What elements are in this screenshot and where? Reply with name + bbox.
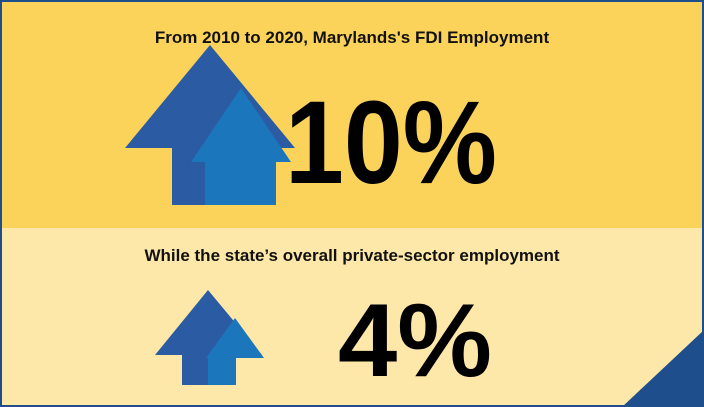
top-title: From 2010 to 2020, Marylands's FDI Emplo…	[155, 28, 550, 47]
top-figure: 10%	[285, 77, 497, 209]
bottom-title: While the state’s overall private-sector…	[144, 246, 559, 265]
corner-triangle	[622, 330, 704, 407]
bottom-arrows	[155, 290, 264, 385]
top-arrows	[125, 45, 295, 205]
bottom-panel	[0, 228, 704, 407]
arrow-dark	[155, 290, 262, 385]
arrow-dark	[125, 45, 295, 205]
bottom-figure: 4%	[338, 283, 492, 399]
top-panel	[0, 0, 704, 228]
arrow-light	[191, 88, 291, 205]
arrow-light	[206, 318, 264, 385]
